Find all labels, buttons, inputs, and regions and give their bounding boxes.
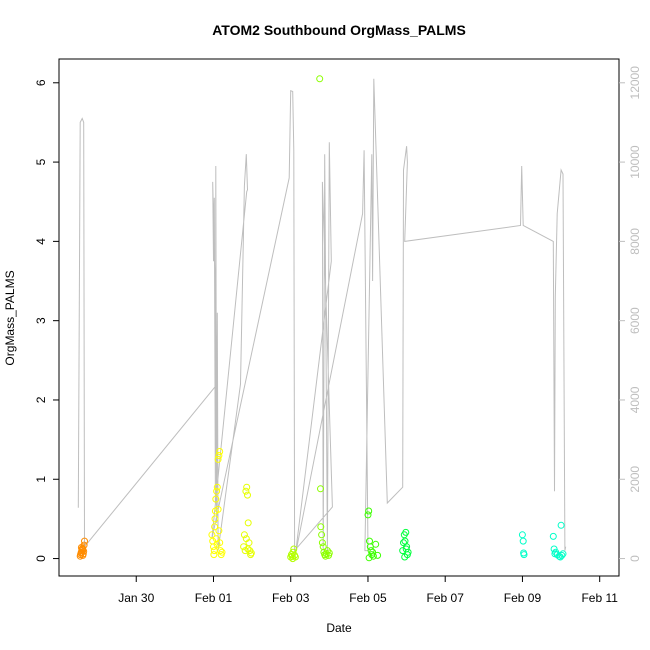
- data-point: [369, 552, 377, 560]
- data-point: [402, 545, 410, 553]
- data-point: [211, 515, 219, 523]
- secondary-series-line: [77, 78, 567, 555]
- x-tick-label: Feb 05: [349, 591, 387, 605]
- data-point: [401, 537, 409, 545]
- x-tick-label: Feb 11: [581, 591, 618, 605]
- data-point: [316, 75, 324, 83]
- data-point: [242, 487, 250, 495]
- data-point: [216, 547, 224, 555]
- data-point: [365, 507, 373, 515]
- data-point: [372, 540, 380, 548]
- data-point: [215, 527, 223, 535]
- data-point: [401, 553, 409, 561]
- data-point: [213, 540, 221, 548]
- y2-tick-label: 12000: [628, 66, 642, 100]
- y2-tick-label: 6000: [628, 307, 642, 334]
- data-point: [549, 532, 557, 540]
- y-tick-label: 1: [34, 476, 48, 483]
- y-tick-label: 5: [34, 158, 48, 165]
- data-point: [79, 551, 87, 559]
- y2-tick-label: 0: [628, 555, 642, 562]
- data-point: [558, 551, 566, 559]
- data-point: [400, 539, 407, 547]
- y-axis: 0 1 2 3 4 5 6: [34, 79, 59, 562]
- y-axis-label: OrgMass_PALMS: [3, 270, 17, 365]
- points-layer: [76, 75, 567, 563]
- data-point: [244, 491, 251, 499]
- data-point: [557, 521, 565, 529]
- y2-axis: 0 2000 4000 6000 8000 10000 12000: [619, 66, 642, 562]
- data-point: [215, 452, 223, 459]
- x-tick-label: Feb 01: [195, 591, 233, 605]
- data-point: [210, 551, 218, 559]
- data-point: [242, 535, 250, 543]
- data-point: [216, 448, 224, 455]
- data-point: [243, 483, 251, 491]
- data-point: [291, 553, 299, 561]
- data-point: [213, 483, 221, 491]
- data-point: [77, 544, 85, 551]
- data-point: [325, 549, 333, 557]
- y-tick-label: 2: [34, 396, 48, 403]
- x-tick-label: Feb 09: [504, 591, 542, 605]
- data-point: [240, 531, 248, 539]
- data-point: [317, 485, 324, 493]
- data-point: [244, 519, 252, 527]
- data-point: [556, 553, 564, 561]
- data-point: [364, 511, 372, 519]
- x-axis-label: Date: [326, 621, 352, 635]
- data-point: [212, 495, 220, 503]
- data-point: [81, 537, 88, 545]
- data-point: [210, 543, 217, 551]
- y-tick-label: 6: [34, 79, 48, 86]
- plot-frame: [58, 58, 620, 577]
- secondary-line-layer: [77, 78, 567, 555]
- y2-tick-label: 8000: [628, 228, 642, 255]
- x-tick-label: Feb 07: [427, 591, 465, 605]
- data-point: [520, 551, 528, 559]
- data-point: [518, 531, 526, 539]
- data-point: [374, 551, 382, 559]
- y2-tick-label: 4000: [628, 386, 642, 413]
- data-point: [369, 548, 377, 556]
- y2-tick-label: 10000: [628, 145, 642, 179]
- data-point: [318, 539, 326, 547]
- data-point: [365, 554, 373, 562]
- data-point: [402, 528, 410, 536]
- data-point: [318, 531, 326, 539]
- data-point: [211, 523, 219, 531]
- x-tick-label: Jan 30: [118, 591, 154, 605]
- y2-tick-label: 2000: [628, 466, 642, 493]
- data-point: [519, 537, 527, 545]
- y-tick-label: 3: [34, 317, 48, 324]
- y-tick-label: 0: [34, 555, 48, 562]
- data-point: [214, 505, 222, 513]
- data-point: [317, 523, 325, 531]
- x-axis: Jan 30 Feb 01 Feb 03 Feb 05 Feb 07 Feb 09 Feb …: [118, 576, 618, 605]
- y-tick-label: 4: [34, 238, 48, 245]
- data-point: [247, 549, 255, 557]
- data-point: [214, 455, 222, 463]
- chart-title: ATOM2 Southbound OrgMass_PALMS: [212, 22, 466, 38]
- data-point: [244, 545, 252, 553]
- data-point: [218, 548, 226, 556]
- data-point: [213, 487, 221, 495]
- x-tick-label: Feb 03: [272, 591, 310, 605]
- data-point: [366, 537, 373, 545]
